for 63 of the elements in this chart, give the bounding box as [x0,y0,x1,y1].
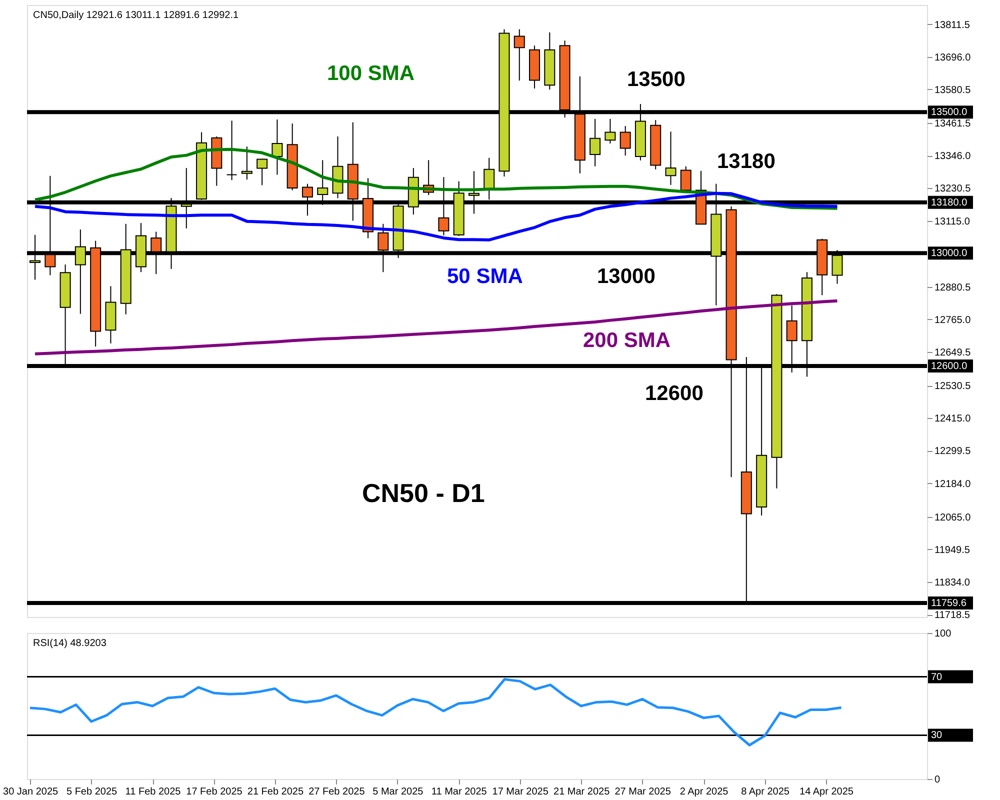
x-tick-label: 30 Jan 2025 [3,786,59,798]
annotation: 12600 [645,382,704,405]
x-tick-label: 17 Mar 2025 [492,786,549,798]
ref-line-label: 30 [931,730,943,742]
line-series [34,299,839,356]
x-tick-label: 21 Feb 2025 [247,786,304,798]
candlestick [604,118,616,144]
y-tick-label: 11834.0 [934,578,970,589]
ref-line-label: 13000.0 [931,248,968,260]
y-tick-label: 13580.5 [934,84,972,96]
y-tick-label: 13230.5 [934,184,972,195]
x-tick-label: 11 Feb 2025 [125,786,182,798]
annotation: 13000 [597,265,656,288]
ref-line-label: 11759.6 [931,598,967,610]
y-tick-label: 13696.0 [934,52,972,64]
line-series [34,192,839,242]
x-tick-label: 27 Mar 2025 [614,786,672,798]
text: CN50,Daily 12921.6 13011.1 12891.6 12992.1 [33,10,239,21]
x-tick-label: 5 Feb 2025 [66,786,118,798]
line-series [28,678,843,746]
y-tick-label: 12765.0 [934,314,972,326]
candlestick [620,125,631,156]
candlestick [590,118,601,167]
x-tick-label: 11 Mar 2025 [431,786,488,798]
y-tick-label: 11718.5 [934,610,970,622]
y-tick-label: 100 [934,628,952,640]
candlestick [514,28,525,82]
y-tick-label: 12649.5 [934,348,972,359]
x-tick-label: 2 Apr 2025 [680,786,729,798]
y-tick-label: 0 [934,774,940,786]
x-tick-label: 14 Apr 2025 [800,786,854,798]
annotation: CN50 - D1 [362,478,485,508]
annotation: 13180 [717,150,776,173]
candlestick [226,120,238,181]
ref-line-label: 13180.0 [931,197,968,208]
ref-line-label: 13500.0 [931,107,968,118]
y-tick-label: 13346.0 [934,151,972,162]
y-tick-label: 12530.5 [934,381,972,392]
candlestick [256,158,268,186]
series-label: 200 SMA [583,329,671,352]
candlestick [241,146,252,180]
y-tick-label: 12065.0 [934,512,972,524]
y-tick-label: 13811.5 [934,20,970,31]
x-tick-label: 8 Apr 2025 [741,786,790,798]
y-tick-label: 12299.5 [934,446,972,458]
y-tick-label: 12880.5 [934,282,972,294]
y-tick-label: 11949.5 [934,544,970,556]
y-tick-label: 12415.0 [934,414,972,425]
x-tick-label: 5 Mar 2025 [372,786,424,798]
ref-line-label: 12600.0 [931,360,968,372]
ref-line-label: 70 [931,672,943,683]
x-tick-label: 27 Feb 2025 [308,786,366,798]
annotation: 13500 [627,68,686,91]
text: 100 SMA [327,62,415,85]
y-tick-label: 13461.5 [934,118,972,130]
candlestick [272,119,283,176]
y-tick-label: 13115.0 [934,216,970,228]
candlestick [665,131,676,186]
y-tick-label: 12184.0 [934,478,972,490]
x-tick-label: 21 Mar 2025 [554,786,610,798]
chart-title: RSI(14) 48.9203 [33,638,107,649]
x-tick-label: 17 Feb 2025 [186,786,243,798]
series-label: 50 SMA [447,265,523,288]
